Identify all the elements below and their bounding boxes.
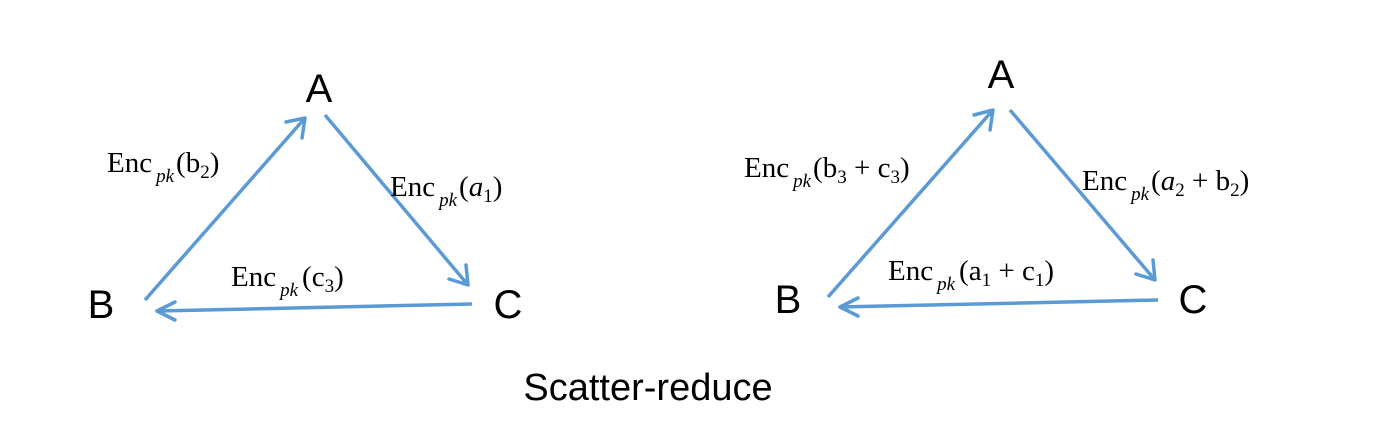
left-edge-b-to-a bbox=[143, 116, 307, 302]
left-node-b: B bbox=[88, 283, 115, 327]
right-node-b: B bbox=[775, 278, 802, 322]
figure-caption: Scatter-reduce bbox=[523, 367, 772, 409]
right-edge-c-to-b bbox=[838, 296, 1159, 318]
left-edge-c-to-b bbox=[155, 300, 473, 322]
right-edge-a-to-c bbox=[1008, 108, 1157, 282]
right-node-c: C bbox=[1179, 278, 1208, 322]
left-label-c-to-b: Enc pk (c3) bbox=[231, 261, 344, 301]
right-label-c-to-b: Enc pk (a1 + c1) bbox=[888, 255, 1054, 295]
left-label-b-to-a: Enc pk(b2) bbox=[107, 147, 219, 187]
left-node-c: C bbox=[494, 283, 523, 327]
right-node-a: A bbox=[988, 53, 1015, 97]
right-label-b-to-a: Enc pk(b3 + c3) bbox=[744, 152, 910, 192]
left-ring-diagram: A B C Enc pk(b2) Enc pk(a1) Enc pk (c3) bbox=[88, 67, 523, 327]
left-node-a: A bbox=[306, 67, 333, 111]
left-label-a-to-c: Enc pk(a1) bbox=[390, 171, 502, 211]
right-label-a-to-c: Enc pk(a2 + b2) bbox=[1082, 165, 1249, 205]
left-edge-a-to-c bbox=[323, 113, 470, 287]
right-edge-b-to-a bbox=[826, 108, 995, 299]
right-ring-diagram: A B C Enc pk(b3 + c3) Enc pk(a2 + b2) Enc p… bbox=[744, 53, 1249, 322]
